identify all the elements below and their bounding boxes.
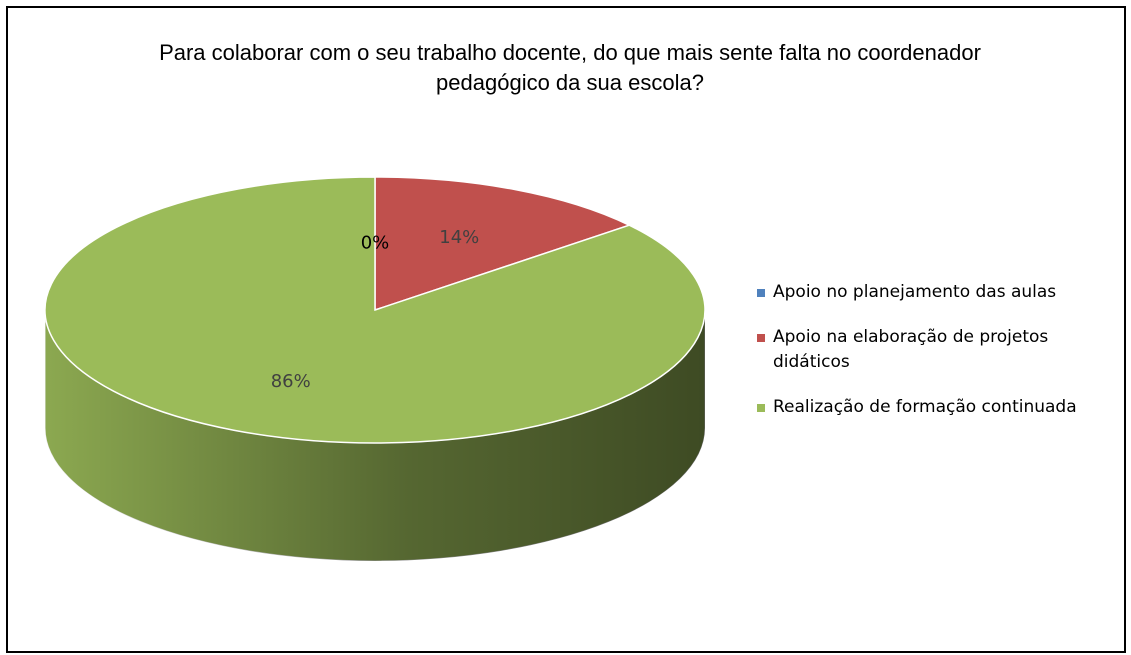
legend-swatch [757,404,765,412]
pie-slice [44,176,706,444]
legend-swatch [757,289,765,297]
chart-title: Para colaborar com o seu trabalho docent… [159,40,981,95]
chart-frame [6,6,1126,653]
data-label: 0% [361,233,390,254]
legend-label: Apoio no planejamento das aulas [773,282,1057,302]
legend-label: Apoio na elaboração de projetos didático… [773,327,1049,372]
legend-item: Apoio na elaboração de projetos didático… [757,325,1127,375]
data-label: 86% [271,371,311,392]
legend-item: Apoio no planejamento das aulas [757,280,1127,305]
legend-label: Realização de formação continuada [773,397,1077,417]
data-label: 14% [439,227,479,248]
legend: Apoio no planejamento das aulas Apoio na … [757,280,1127,440]
legend-item: Realização de formação continuada [757,395,1127,420]
pie-side-shade [45,310,705,561]
legend-swatch [757,334,765,342]
pie-slice [374,176,632,312]
